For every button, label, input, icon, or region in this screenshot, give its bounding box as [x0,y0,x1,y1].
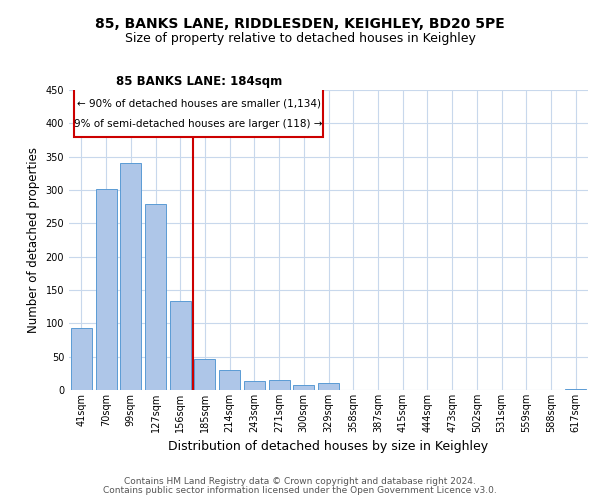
Bar [219,370,240,390]
Text: 85, BANKS LANE, RIDDLESDEN, KEIGHLEY, BD20 5PE: 85, BANKS LANE, RIDDLESDEN, KEIGHLEY, BD… [95,18,505,32]
Y-axis label: Number of detached properties: Number of detached properties [27,147,40,333]
Text: Size of property relative to detached houses in Keighley: Size of property relative to detached ho… [125,32,475,45]
Text: 85 BANKS LANE: 184sqm: 85 BANKS LANE: 184sqm [116,75,282,88]
Bar [145,204,166,390]
Bar [244,382,265,390]
Bar [565,388,586,390]
Text: ← 90% of detached houses are smaller (1,134): ← 90% of detached houses are smaller (1,… [77,98,321,108]
X-axis label: Distribution of detached houses by size in Keighley: Distribution of detached houses by size … [169,440,488,454]
FancyBboxPatch shape [74,66,323,136]
Bar [194,358,215,390]
Text: Contains public sector information licensed under the Open Government Licence v3: Contains public sector information licen… [103,486,497,495]
Bar [170,302,191,390]
Text: Contains HM Land Registry data © Crown copyright and database right 2024.: Contains HM Land Registry data © Crown c… [124,477,476,486]
Text: 9% of semi-detached houses are larger (118) →: 9% of semi-detached houses are larger (1… [74,119,323,129]
Bar [318,384,339,390]
Bar [269,380,290,390]
Bar [293,384,314,390]
Bar [95,190,116,390]
Bar [71,328,92,390]
Bar [120,162,141,390]
